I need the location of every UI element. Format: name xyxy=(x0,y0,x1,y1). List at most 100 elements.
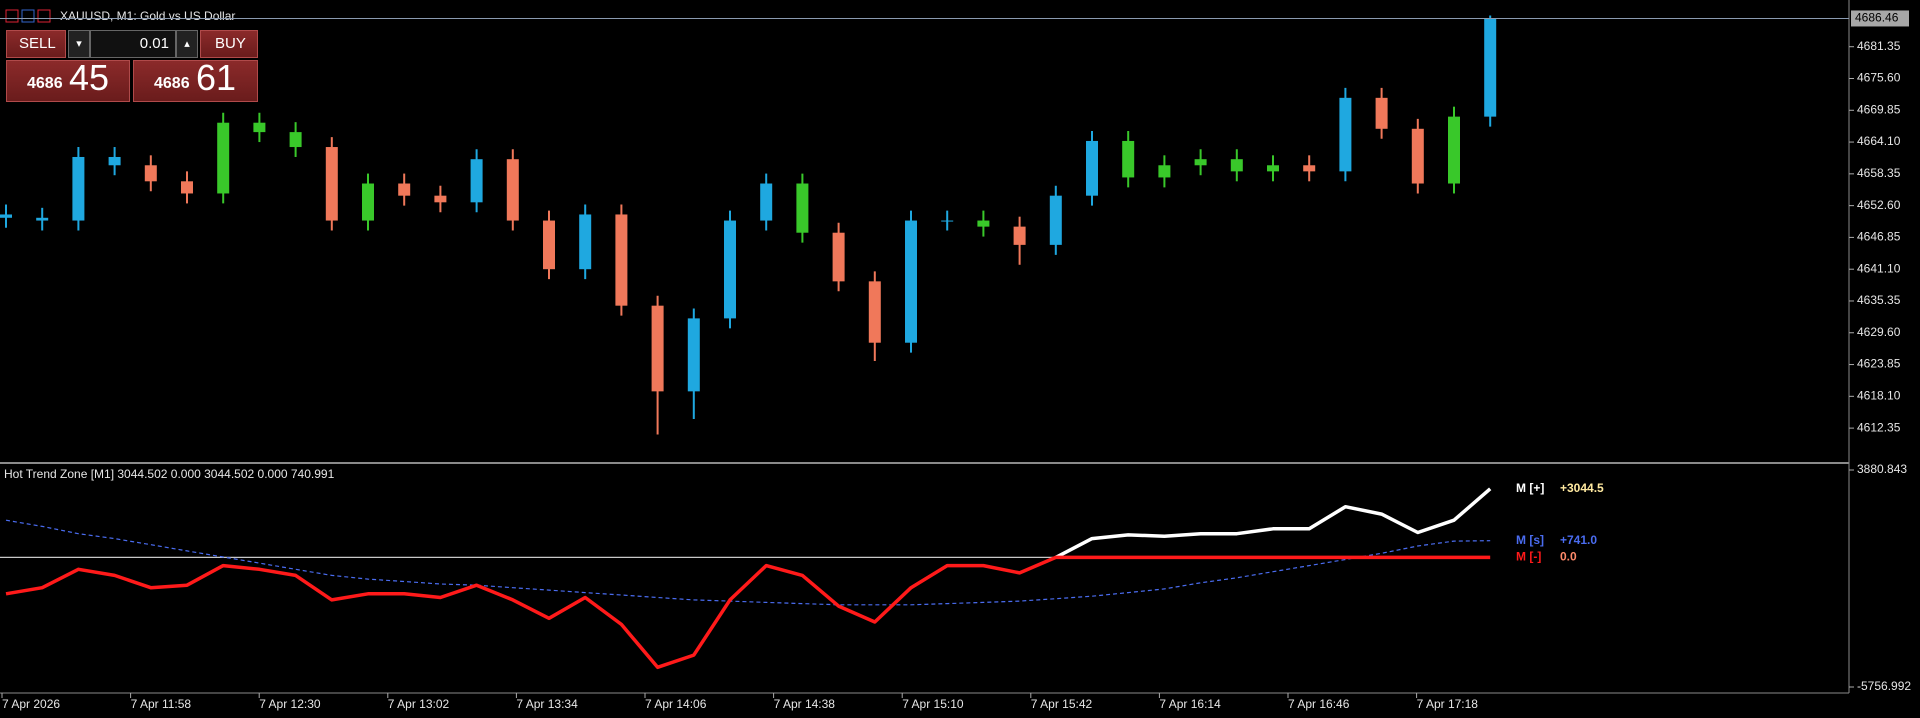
indicator-line xyxy=(5,519,1491,606)
candle-body xyxy=(1267,165,1279,172)
candle-body xyxy=(1230,159,1243,172)
candle-body xyxy=(470,159,483,203)
bid-big: 4686 xyxy=(27,75,63,92)
icon xyxy=(5,9,19,23)
candle-body xyxy=(977,220,990,227)
candle-body xyxy=(724,220,736,319)
candle-body xyxy=(868,281,881,343)
ask-price[interactable]: 4686 61 xyxy=(133,57,258,102)
legend-name: M [s] xyxy=(1516,533,1544,547)
x-tick-label: 7 Apr 12:30 xyxy=(259,697,321,711)
current-price-box xyxy=(1851,10,1909,27)
candle-body xyxy=(1448,116,1460,184)
x-tick-label: 7 Apr 16:14 xyxy=(1159,697,1221,711)
legend-value: 0.0 xyxy=(1560,550,1577,564)
y-tick-label: 4635.35 xyxy=(1857,293,1901,307)
candle-body xyxy=(1303,165,1316,172)
y-tick-label: 4681.35 xyxy=(1857,39,1901,53)
candle-body xyxy=(579,214,592,270)
y-tick-label: 3880.843 xyxy=(1857,462,1907,476)
candle-body xyxy=(1122,140,1135,178)
lot-up[interactable]: ▴ xyxy=(176,30,198,58)
candle-body xyxy=(289,132,302,148)
legend-value: +3044.5 xyxy=(1560,481,1604,495)
buy-label: BUY xyxy=(215,35,246,52)
symbol-title: XAUUSD, M1: Gold vs US Dollar xyxy=(60,9,235,23)
y-tick-label: 4652.60 xyxy=(1857,198,1901,212)
x-tick-label: 7 Apr 13:34 xyxy=(516,697,578,711)
icon xyxy=(37,9,51,23)
candle-body xyxy=(941,220,954,222)
candle-body xyxy=(434,195,447,203)
x-tick-label: 7 Apr 2026 xyxy=(2,697,60,711)
legend-name: M [-] xyxy=(1516,550,1541,564)
indicator-title: Hot Trend Zone [M1] 3044.502 0.000 3044.… xyxy=(4,467,335,481)
x-tick-label: 7 Apr 16:46 xyxy=(1288,697,1350,711)
candle-body xyxy=(651,305,664,392)
y-tick-label: 4646.85 xyxy=(1857,230,1901,244)
icon xyxy=(21,9,35,23)
current-price-label: 4686.46 xyxy=(1855,11,1899,25)
y-tick-label: 4618.10 xyxy=(1857,388,1901,402)
x-tick-label: 7 Apr 11:58 xyxy=(131,697,192,711)
candle-body xyxy=(506,159,519,221)
candle-body xyxy=(0,214,12,218)
candle-body xyxy=(543,220,555,270)
x-tick-label: 7 Apr 14:38 xyxy=(774,697,836,711)
candle-body xyxy=(1086,140,1098,196)
candle-body xyxy=(905,220,917,343)
y-tick-label: 4612.35 xyxy=(1857,420,1901,434)
candle-body xyxy=(253,122,266,133)
legend-name: M [+] xyxy=(1516,481,1544,495)
candle-body xyxy=(687,318,700,392)
y-tick-label: -5756.992 xyxy=(1857,679,1911,693)
x-tick-label: 7 Apr 15:10 xyxy=(902,697,964,711)
candle-body xyxy=(615,214,628,306)
sell-button[interactable]: SELL xyxy=(6,30,66,58)
bid-price[interactable]: 4686 45 xyxy=(6,57,130,102)
candle-body xyxy=(1375,97,1388,129)
ask-big: 4686 xyxy=(154,75,190,92)
candle-body xyxy=(144,165,157,182)
candle-body xyxy=(325,147,338,221)
candle-body xyxy=(72,156,85,221)
x-tick-label: 7 Apr 14:06 xyxy=(645,697,707,711)
candle-body xyxy=(362,183,374,221)
candle-body xyxy=(1339,97,1352,172)
y-tick-label: 4641.10 xyxy=(1857,261,1901,275)
x-tick-label: 7 Apr 15:42 xyxy=(1031,697,1093,711)
candle-body xyxy=(1484,18,1497,117)
candle-body xyxy=(1194,159,1207,166)
candle-body xyxy=(108,156,121,166)
candle-body xyxy=(1411,128,1424,184)
indicator-line xyxy=(1054,487,1492,559)
candle-body xyxy=(1013,226,1026,245)
ask-small: 61 xyxy=(196,57,237,98)
candle-body xyxy=(796,183,809,233)
y-tick-label: 4675.60 xyxy=(1857,71,1901,85)
y-tick-label: 4664.10 xyxy=(1857,134,1901,148)
buy-button[interactable]: BUY xyxy=(200,30,258,58)
candle-body xyxy=(36,217,49,221)
x-tick-label: 7 Apr 17:18 xyxy=(1417,697,1479,711)
y-tick-label: 4658.35 xyxy=(1857,166,1901,180)
y-tick-label: 4669.85 xyxy=(1857,102,1901,116)
lot-input[interactable]: 0.01 xyxy=(90,30,176,58)
y-tick-label: 4629.60 xyxy=(1857,325,1901,339)
indicator-line xyxy=(5,555,1491,670)
candle-body xyxy=(832,232,845,282)
candle-body xyxy=(181,181,193,194)
trade-panel: SELL ▾ 0.01 ▴ BUY 4686 45 4686 61 xyxy=(6,30,258,102)
legend-value: +741.0 xyxy=(1560,533,1597,547)
x-tick-label: 7 Apr 13:02 xyxy=(388,697,450,711)
y-tick-label: 4623.85 xyxy=(1857,357,1901,371)
lot-down[interactable]: ▾ xyxy=(68,30,90,58)
sell-label: SELL xyxy=(19,35,56,52)
candle-body xyxy=(217,122,230,194)
candle-body xyxy=(1158,165,1171,178)
candle-body xyxy=(760,183,773,221)
candle-body xyxy=(398,183,411,196)
bid-small: 45 xyxy=(69,57,110,98)
candle-body xyxy=(1049,195,1062,245)
